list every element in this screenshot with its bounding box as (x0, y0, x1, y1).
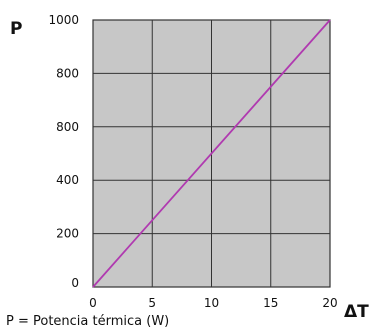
caption: P = Potencia térmica (W) (6, 314, 170, 329)
x-axis-symbol: ΔT (344, 302, 369, 322)
y-tick-label: 800 (56, 120, 79, 134)
x-tick-label: 0 (89, 296, 97, 310)
x-tick-label: 10 (204, 296, 219, 310)
y-tick-label: 1000 (48, 13, 79, 27)
y-axis-symbol: P (10, 19, 22, 39)
series-line (92, 19, 331, 288)
x-tick-labels: 0 5 10 15 20 (89, 296, 337, 310)
x-tick-label: 20 (322, 296, 337, 310)
x-tick-label: 5 (148, 296, 156, 310)
y-tick-label: 800 (56, 66, 79, 80)
y-tick-label: 200 (56, 227, 79, 241)
x-tick-label: 15 (263, 296, 278, 310)
y-tick-label: 0 (71, 276, 79, 290)
y-tick-labels: 0 200 400 800 800 1000 (48, 13, 79, 290)
y-tick-label: 400 (56, 173, 79, 187)
grid (92, 19, 331, 288)
series-layer (92, 19, 331, 288)
